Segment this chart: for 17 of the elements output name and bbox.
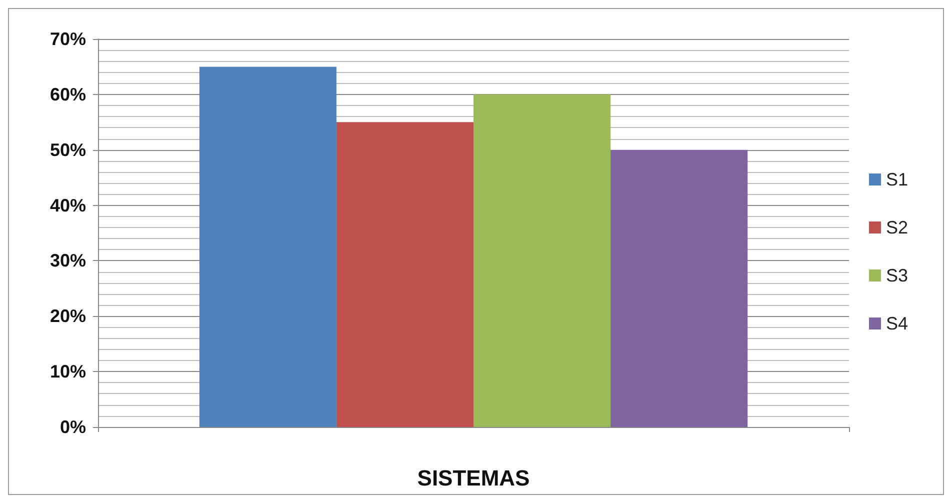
y-tick-label: 60%: [50, 84, 86, 104]
y-tick-label: 70%: [50, 29, 86, 49]
legend-label: S1: [886, 170, 908, 190]
y-tick-label: 40%: [50, 195, 86, 216]
bar: [610, 150, 748, 427]
y-tick-label: 30%: [50, 250, 86, 271]
legend-label: S2: [886, 218, 908, 238]
legend-label: S3: [886, 266, 908, 286]
legend-label: S4: [886, 314, 908, 334]
x-axis-title: SISTEMAS: [417, 466, 530, 490]
bar: [336, 122, 474, 427]
y-tick-label: 20%: [50, 306, 86, 326]
bar: [474, 94, 611, 427]
y-tick-label: 10%: [50, 362, 86, 382]
bar: [199, 66, 336, 427]
y-tick-label: 0%: [60, 417, 86, 437]
y-tick-label: 50%: [50, 140, 86, 160]
